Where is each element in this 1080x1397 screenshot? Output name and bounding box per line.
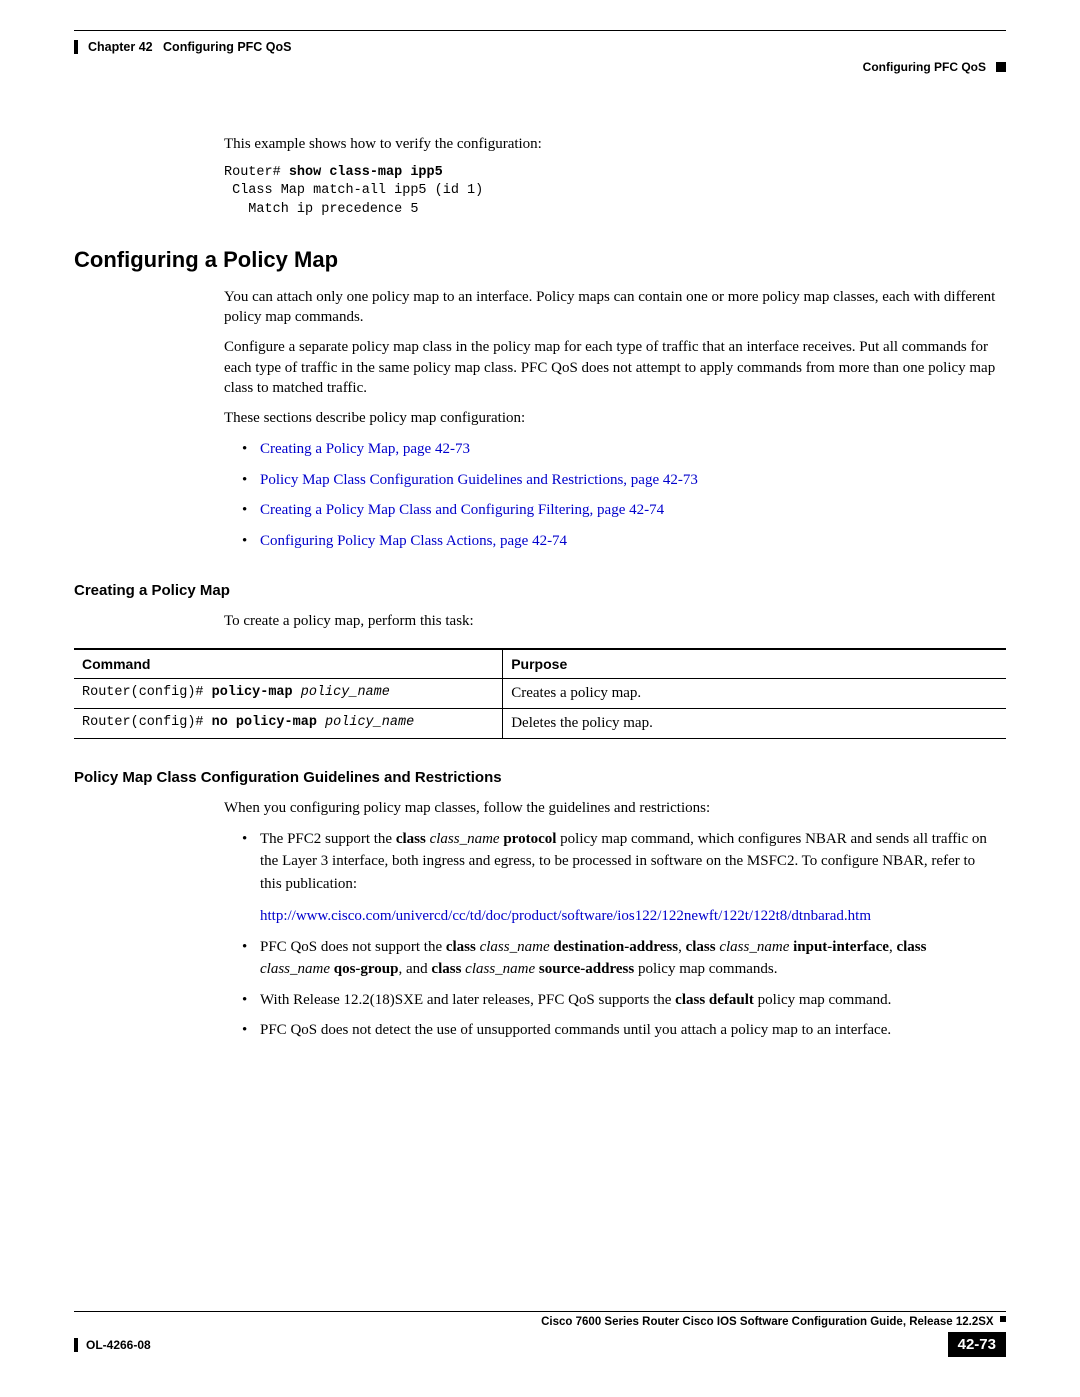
table-row: Router(config)# no policy-map policy_nam… [74,708,1006,738]
xref-link[interactable]: Policy Map Class Configuration Guideline… [260,472,698,488]
xref-link[interactable]: Creating a Policy Map Class and Configur… [260,502,664,518]
section-p3: These sections describe policy map confi… [224,408,996,428]
footer-docnum: OL-4266-08 [86,1338,151,1352]
guidelines-list: The PFC2 support the class class_name pr… [224,828,996,1042]
list-item: PFC QoS does not support the class class… [242,936,996,981]
section-p1: You can attach only one policy map to an… [224,287,996,328]
table-header-purpose: Purpose [503,649,1006,679]
section-p2: Configure a separate policy map class in… [224,337,996,398]
header-square-icon [996,62,1006,72]
running-head-right: Configuring PFC QoS [863,60,986,74]
list-item: With Release 12.2(18)SXE and later relea… [242,989,996,1012]
create-p1: To create a policy map, perform this tas… [224,611,996,631]
subsection-guidelines-heading: Policy Map Class Configuration Guideline… [74,769,1006,786]
footer-bar-icon [74,1338,78,1352]
command-table: Command Purpose Router(config)# policy-m… [74,648,1006,739]
xref-link[interactable]: Configuring Policy Map Class Actions, pa… [260,533,567,549]
header-bar-icon [74,40,78,54]
footer-square-icon [1000,1316,1006,1322]
page-footer: Cisco 7600 Series Router Cisco IOS Softw… [74,1311,1006,1357]
chapter-title: Configuring PFC QoS [163,40,291,54]
intro-paragraph: This example shows how to verify the con… [224,134,996,154]
section-heading: Configuring a Policy Map [74,247,1006,273]
external-url-link[interactable]: http://www.cisco.com/univercd/cc/td/doc/… [260,908,871,924]
page-header: Chapter 42 Configuring PFC QoS [74,40,1006,54]
list-item: PFC QoS does not detect the use of unsup… [242,1019,996,1042]
footer-book-title: Cisco 7600 Series Router Cisco IOS Softw… [541,1316,993,1328]
xref-link[interactable]: Creating a Policy Map, page 42-73 [260,441,470,457]
purpose-cell: Creates a policy map. [503,678,1006,708]
list-item: The PFC2 support the class class_name pr… [242,828,996,928]
section-links-list: Creating a Policy Map, page 42-73 Policy… [224,438,996,552]
guidelines-p1: When you configuring policy map classes,… [224,798,996,818]
page-number: 42-73 [948,1332,1006,1357]
code-example: Router# show class-map ipp5 Class Map ma… [224,164,996,219]
table-header-command: Command [74,649,503,679]
table-row: Router(config)# policy-map policy_name C… [74,678,1006,708]
chapter-label: Chapter 42 [88,40,153,54]
purpose-cell: Deletes the policy map. [503,708,1006,738]
subsection-create-heading: Creating a Policy Map [74,582,1006,599]
